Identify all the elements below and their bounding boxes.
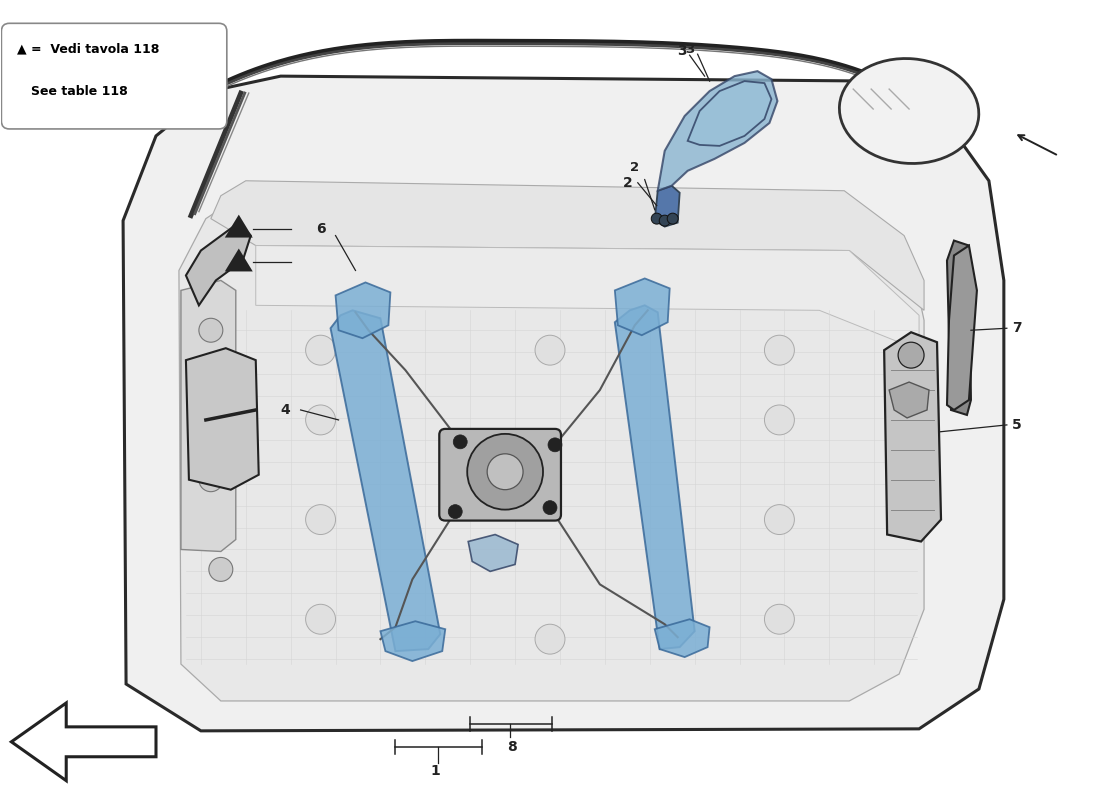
Circle shape <box>306 335 336 365</box>
Polygon shape <box>615 306 694 649</box>
Polygon shape <box>615 278 670 335</box>
Polygon shape <box>224 214 253 238</box>
Circle shape <box>764 335 794 365</box>
Polygon shape <box>654 186 680 226</box>
Polygon shape <box>11 703 156 781</box>
Polygon shape <box>211 181 924 310</box>
Circle shape <box>306 505 336 534</box>
Polygon shape <box>180 281 235 551</box>
Circle shape <box>764 405 794 435</box>
Polygon shape <box>186 348 258 490</box>
Text: a passion
since1985: a passion since1985 <box>312 501 449 578</box>
Polygon shape <box>947 241 971 415</box>
Text: 2: 2 <box>623 176 632 190</box>
Polygon shape <box>179 196 924 701</box>
Polygon shape <box>947 246 977 410</box>
Circle shape <box>453 435 468 449</box>
Polygon shape <box>884 332 940 542</box>
Circle shape <box>306 604 336 634</box>
Text: 5: 5 <box>1012 418 1022 432</box>
Text: 2: 2 <box>630 161 639 174</box>
Polygon shape <box>224 249 253 271</box>
Polygon shape <box>336 282 390 338</box>
Circle shape <box>199 468 223 492</box>
Circle shape <box>764 604 794 634</box>
Text: ▲ =  Vedi tavola 118: ▲ = Vedi tavola 118 <box>18 42 160 56</box>
Circle shape <box>659 215 670 226</box>
Polygon shape <box>189 398 213 420</box>
Circle shape <box>199 318 223 342</box>
Circle shape <box>668 213 679 224</box>
Circle shape <box>535 335 565 365</box>
Circle shape <box>306 405 336 435</box>
Text: 6: 6 <box>316 222 326 235</box>
Polygon shape <box>469 534 518 571</box>
Circle shape <box>199 388 223 412</box>
Circle shape <box>449 505 462 518</box>
Circle shape <box>487 454 524 490</box>
Text: See table 118: See table 118 <box>31 85 128 98</box>
Polygon shape <box>186 222 251 306</box>
Polygon shape <box>331 310 440 651</box>
FancyBboxPatch shape <box>439 429 561 521</box>
Circle shape <box>543 501 557 514</box>
Text: 8: 8 <box>507 740 517 754</box>
Polygon shape <box>123 76 1004 731</box>
Polygon shape <box>688 81 771 146</box>
Text: 4: 4 <box>280 403 290 417</box>
Circle shape <box>898 342 924 368</box>
Circle shape <box>764 505 794 534</box>
Text: 1: 1 <box>430 764 440 778</box>
Circle shape <box>535 624 565 654</box>
Circle shape <box>651 213 662 224</box>
Circle shape <box>548 438 562 452</box>
Text: 3: 3 <box>676 44 686 58</box>
Polygon shape <box>889 382 930 418</box>
Polygon shape <box>654 619 710 657</box>
Polygon shape <box>381 622 446 661</box>
Ellipse shape <box>839 58 979 163</box>
Text: 3: 3 <box>684 43 694 56</box>
Polygon shape <box>255 246 920 350</box>
Text: 7: 7 <box>1012 322 1022 335</box>
Text: euroParts: euroParts <box>228 307 672 533</box>
Circle shape <box>468 434 543 510</box>
FancyBboxPatch shape <box>1 23 227 129</box>
Circle shape <box>209 558 233 582</box>
Polygon shape <box>658 71 778 190</box>
